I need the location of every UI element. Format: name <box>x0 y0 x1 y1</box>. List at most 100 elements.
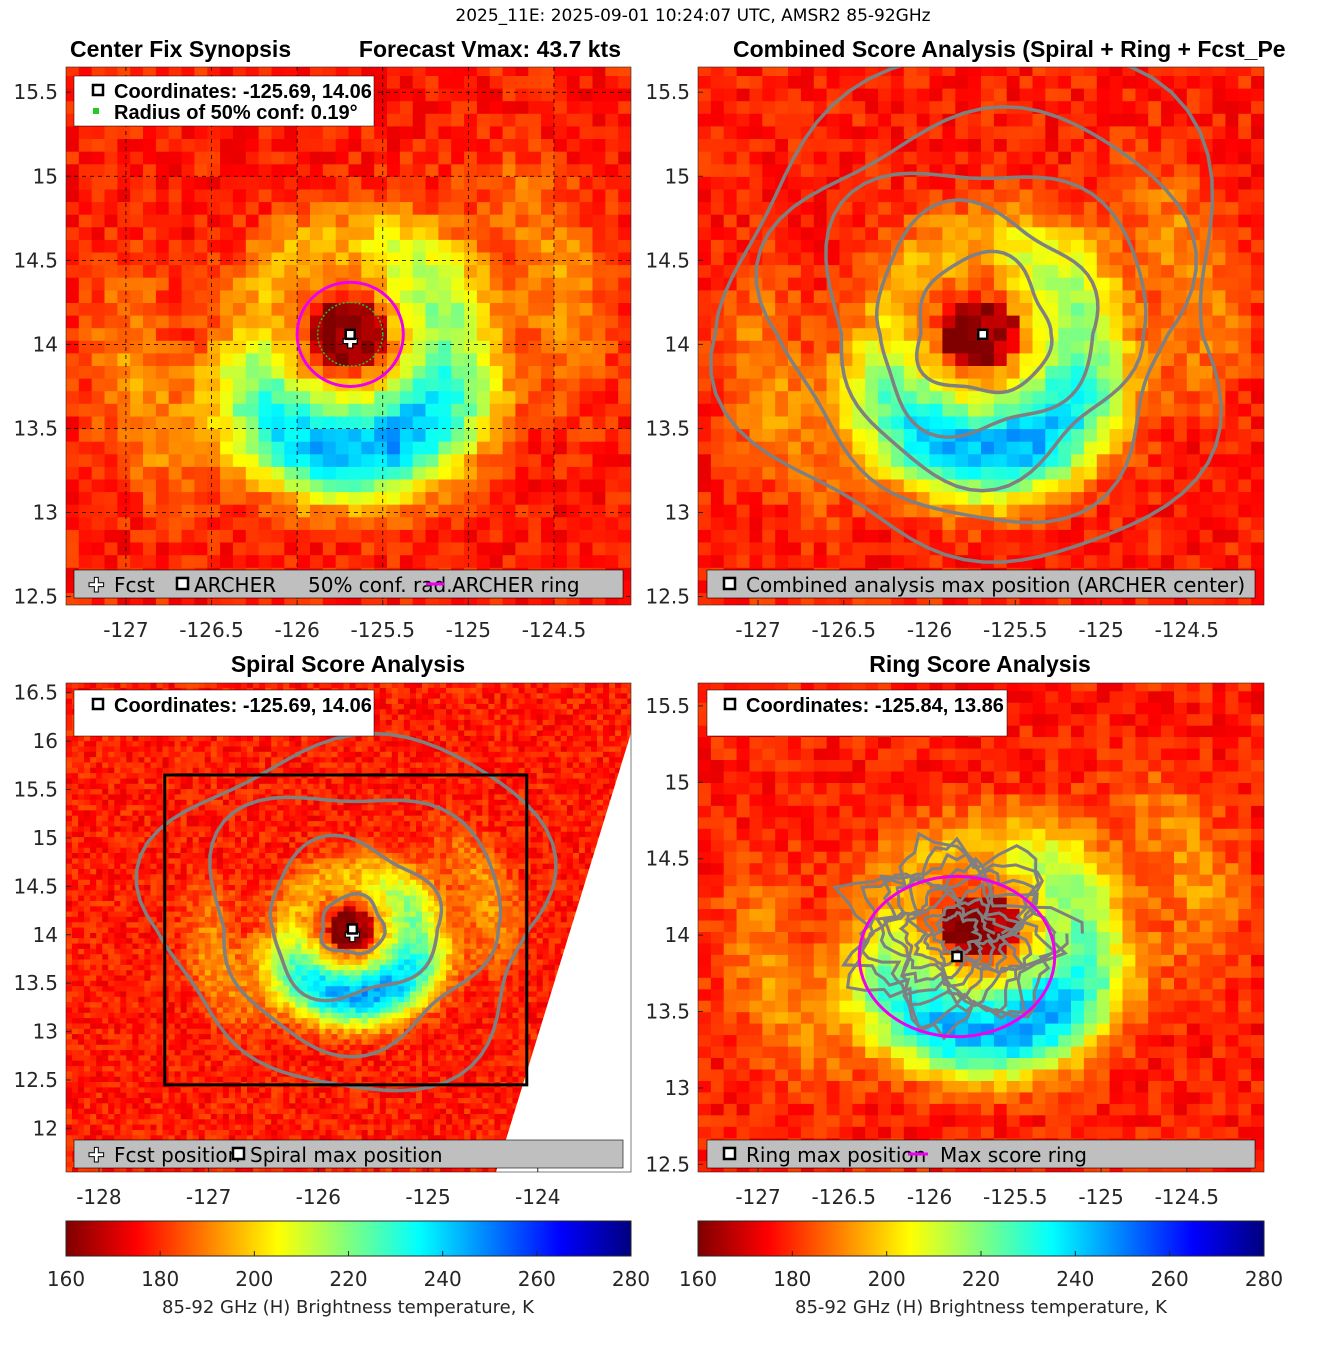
legend-bar: Ring max position Max score ring <box>706 1139 1256 1169</box>
info-box: Coordinates: -125.69, 14.06 Radius of 50… <box>73 75 375 127</box>
x-tick-label: -125.5 <box>351 618 415 642</box>
legend-combined-max: Combined analysis max position (ARCHER c… <box>746 573 1245 597</box>
score-contour <box>319 892 387 956</box>
legend-max-score-ring: Max score ring <box>940 1143 1087 1167</box>
conf-radius-circle <box>316 301 384 368</box>
legend-fcst-position: Fcst position <box>114 1143 240 1167</box>
square-marker-icon <box>722 1146 737 1161</box>
y-tick-label: 15 <box>665 164 690 188</box>
panel-combined: Combined Score Analysis (Spiral + Ring +… <box>645 36 1285 642</box>
y-tick-label: 15 <box>33 826 58 850</box>
square-marker-icon <box>722 576 737 591</box>
panel-spiral: Spiral Score Analysis 12 12.5 13 13.5 14 14.5… <box>13 651 632 1209</box>
colorbar-tick-label: 160 <box>679 1267 717 1291</box>
y-tick-label: 13 <box>33 501 58 525</box>
panel-title-combined: Combined Score Analysis (Spiral + Ring +… <box>733 36 1286 62</box>
max-position-marker <box>346 923 359 935</box>
plot-frame <box>65 66 632 606</box>
legend-bar: Combined analysis max position (ARCHER c… <box>706 569 1256 599</box>
y-tick-label: 15.5 <box>13 778 58 802</box>
figure-suptitle: 2025_11E: 2025-09-01 10:24:07 UTC, AMSR2… <box>455 6 930 26</box>
score-contour <box>268 833 444 1003</box>
x-tick-labels: -128 -127 -126 -125 -124 <box>76 1167 560 1209</box>
colorbar-ticks: 160 180 200 220 240 260 280 <box>47 1251 650 1291</box>
cross-marker-icon: ✚ <box>88 573 105 597</box>
colorbar-gradient <box>697 1220 1265 1257</box>
legend-spiral-max: Spiral max position <box>250 1143 443 1167</box>
colorbar-tick-label: 220 <box>329 1267 367 1291</box>
y-tick-labels: 12 12.5 13 13.5 14 14.5 15 15.5 16 16.5 <box>13 681 71 1140</box>
colorbar-gradient <box>65 1220 632 1257</box>
colorbar-tick-label: 180 <box>773 1267 811 1291</box>
legend-fcst: Fcst <box>114 573 155 597</box>
y-tick-label: 13.5 <box>13 416 58 440</box>
x-tick-label: -127 <box>186 1185 231 1209</box>
plot-frame <box>697 66 1265 606</box>
plot-frame <box>697 682 1265 1173</box>
y-tick-label: 12.5 <box>13 585 58 609</box>
info-coordinates: Coordinates: -125.69, 14.06 <box>114 81 372 103</box>
x-tick-label: -127 <box>735 618 780 642</box>
colorbar-tick-label: 180 <box>141 1267 179 1291</box>
x-tick-label: -126 <box>907 1185 952 1209</box>
ring-score-contour <box>882 873 1031 1000</box>
colorbar-label: 85-92 GHz (H) Brightness temperature, K <box>795 1297 1168 1318</box>
square-marker-icon <box>231 1146 246 1161</box>
x-tick-label: -124.5 <box>1155 1185 1219 1209</box>
x-tick-label: -127 <box>103 618 148 642</box>
legend-archer: ARCHER <box>194 573 276 597</box>
y-tick-label: 12.5 <box>645 1152 690 1176</box>
colorbar-label: 85-92 GHz (H) Brightness temperature, K <box>162 1297 535 1318</box>
ring-score-contour <box>840 836 1068 1030</box>
x-tick-label: -125 <box>1078 618 1123 642</box>
coordinates-marker-icon <box>91 83 105 97</box>
y-tick-label: 14.5 <box>13 248 58 272</box>
x-tick-label: -126.5 <box>179 618 243 642</box>
x-tick-label: -124 <box>515 1185 560 1209</box>
colorbar-tick-label: 200 <box>868 1267 906 1291</box>
y-tick-label: 15 <box>665 770 690 794</box>
y-tick-label: 14.5 <box>645 847 690 871</box>
panel-center-fix: Center Fix Synopsis Forecast Vmax: 43.7 … <box>13 36 632 642</box>
panel-title-spiral: Spiral Score Analysis <box>231 651 465 677</box>
info-coordinates: Coordinates: -125.84, 13.86 <box>746 695 1004 717</box>
y-tick-label: 15.5 <box>645 694 690 718</box>
max-position-marker <box>344 328 356 341</box>
y-tick-label: 13.5 <box>645 416 690 440</box>
y-tick-label: 15.5 <box>13 80 58 104</box>
y-tick-label: 13 <box>665 501 690 525</box>
colorbar-tick-label: 160 <box>47 1267 85 1291</box>
score-contour <box>134 731 558 1093</box>
panel-plot-area <box>697 66 1265 606</box>
x-tick-label: -126.5 <box>812 1185 876 1209</box>
coordinates-marker-icon <box>91 697 105 711</box>
y-tick-labels: 12.5 13 13.5 14 14.5 15 15.5 <box>645 694 703 1176</box>
x-tick-label: -125 <box>446 618 491 642</box>
y-tick-label: 13 <box>665 1076 690 1100</box>
colorbar-tick-label: 260 <box>1151 1267 1189 1291</box>
score-contour <box>208 795 503 1059</box>
legend-bar: ✚ Fcst ARCHER 50% conf. rad. ARCHER ring <box>73 569 624 599</box>
coordinates-marker-icon <box>723 697 737 711</box>
max-position-marker <box>951 950 963 963</box>
y-tick-label: 13.5 <box>13 971 58 995</box>
panel-title-ring: Ring Score Analysis <box>869 651 1091 677</box>
colorbar-ticks: 160 180 200 220 240 260 280 <box>679 1251 1283 1291</box>
panel-plot-area <box>65 66 632 606</box>
brightness-field <box>66 683 631 1172</box>
y-tick-label: 14 <box>665 923 690 947</box>
x-tick-label: -126 <box>296 1185 341 1209</box>
score-contour <box>709 67 1224 564</box>
info-box: Coordinates: -125.84, 13.86 <box>706 689 1008 737</box>
cross-marker-icon: ✚ <box>88 1143 105 1167</box>
legend-archer-ring: ARCHER ring <box>452 573 580 597</box>
x-tick-label: -127 <box>735 1185 780 1209</box>
x-tick-label: -125 <box>1078 1185 1123 1209</box>
archer-ring <box>295 280 405 388</box>
conf-radius-marker-icon <box>93 108 99 114</box>
max-score-ring <box>857 874 1057 1039</box>
y-tick-labels: 12.5 13 13.5 14 14.5 15 15.5 <box>13 80 71 609</box>
x-tick-label: -125.5 <box>983 1185 1047 1209</box>
brightness-field <box>698 683 1264 1172</box>
